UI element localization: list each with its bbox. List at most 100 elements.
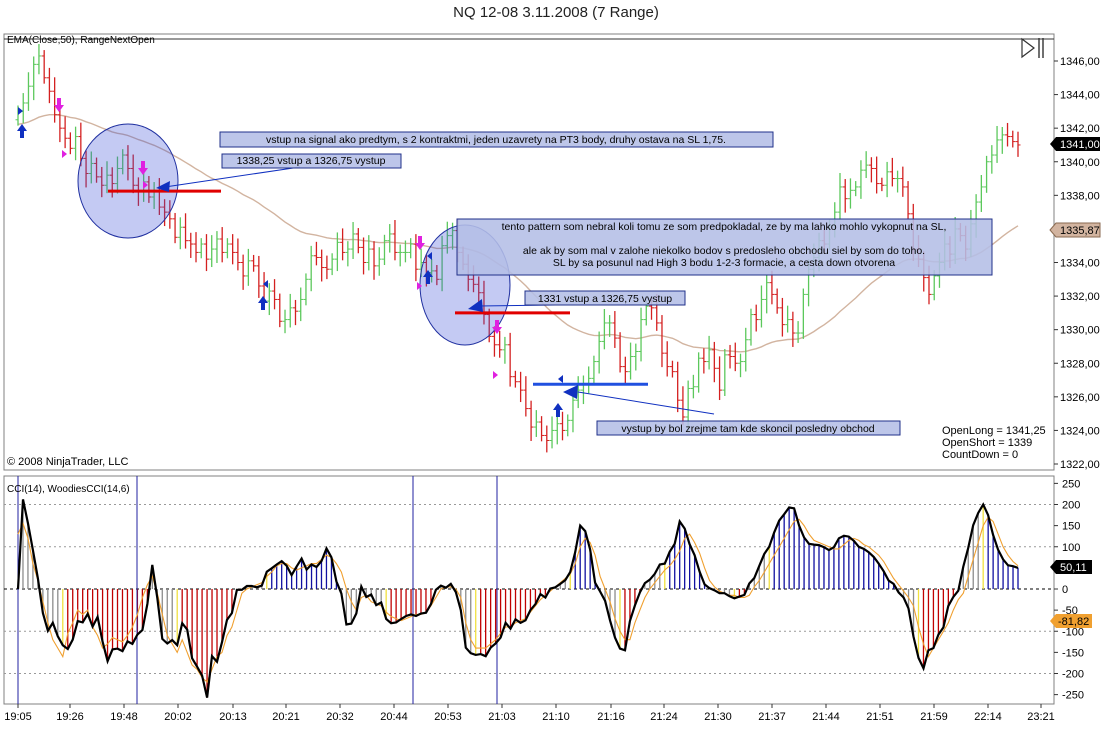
price-bar [711, 341, 717, 383]
price-bar [219, 227, 225, 263]
annotation-box: vystup by bol zrejme tam kde skoncil pos… [596, 420, 901, 436]
price-bar [188, 232, 194, 258]
price-bar [340, 228, 346, 261]
time-tick-label: 19:48 [110, 711, 138, 723]
price-bar [884, 161, 890, 198]
price-bar [324, 255, 330, 280]
entry-marker-icon [143, 181, 148, 189]
ema-line [17, 113, 1019, 353]
price-tick-label: 1324,00 [1060, 425, 1100, 437]
price-bar [978, 175, 984, 212]
cci-indicator-label: CCI(14), WoodiesCCI(14,6) [7, 484, 130, 495]
price-bar [989, 145, 995, 174]
time-tick-label: 20:21 [272, 711, 300, 723]
price-bar [497, 330, 503, 358]
price-bar [298, 287, 304, 322]
price-bar [659, 315, 665, 368]
cci-lines [16, 499, 1019, 698]
price-bar [722, 348, 728, 396]
price-bar [272, 279, 278, 310]
svg-text:1341,00: 1341,00 [1060, 139, 1100, 151]
price-bar [743, 327, 749, 372]
price-bar [785, 305, 791, 333]
price-bar [439, 235, 445, 292]
status-open-short: OpenShort = 1339 [942, 437, 1032, 449]
price-bar [879, 177, 885, 192]
short-arrow-icon [492, 320, 502, 334]
time-tick-label: 21:44 [812, 711, 840, 723]
price-bar [334, 232, 340, 272]
price-bar [361, 237, 367, 275]
price-bar [507, 332, 513, 387]
price-bar [696, 352, 702, 393]
annotations-layer: vstup na signal ako predtym, s 2 kontrak… [108, 131, 993, 436]
price-bar [790, 311, 796, 347]
annotation-box: 1338,25 vstup a 1326,75 vystup [221, 153, 402, 169]
price-bar [73, 126, 79, 161]
price-bar [240, 254, 246, 290]
panel-collapse-icon[interactable] [1021, 37, 1044, 59]
cci-tick-label: -250 [1062, 690, 1084, 702]
price-bar [800, 288, 806, 339]
price-bar [387, 224, 393, 253]
connector-line [577, 391, 715, 415]
entry-marker-icon [263, 280, 268, 288]
price-bar [130, 154, 136, 194]
price-indicator-label: EMA(Close,50), RangeNextOpen [7, 35, 155, 46]
price-bar [732, 342, 738, 372]
price-bar [277, 293, 283, 328]
time-axis: 19:05 19:26 19:48 20:02 20:13 20:21 20:32 20:44… [4, 704, 1055, 723]
cci-tick-label: 250 [1062, 478, 1080, 490]
annotation-text: 1338,25 vstup a 1326,75 vystup [237, 155, 386, 167]
price-bar [853, 181, 859, 197]
price-tick-label: 1328,00 [1060, 358, 1100, 370]
annotation-box: 1331 vstup a 1326,75 vystup [524, 290, 686, 306]
long-arrow-icon [423, 270, 433, 284]
price-bar [779, 297, 785, 337]
price-bar [183, 213, 189, 249]
price-bar [162, 199, 168, 227]
price-bar [669, 360, 675, 378]
price-bar [727, 344, 733, 369]
price-bar [266, 283, 272, 316]
price-bar [554, 415, 560, 445]
price-bar [858, 160, 864, 199]
price-bar [434, 265, 440, 286]
price-bar [502, 336, 508, 364]
price-axis: 1322,00 1324,00 1326,00 1328,00 1330,00 1332,… [1054, 56, 1100, 471]
svg-text:50,11: 50,11 [1060, 562, 1087, 574]
price-bar [104, 161, 110, 194]
time-tick-label: 21:16 [597, 711, 625, 723]
price-bar [245, 248, 251, 286]
price-bars [15, 44, 1021, 453]
cci-line [16, 499, 1019, 698]
cci-grid [4, 504, 1054, 674]
price-bar [900, 166, 906, 197]
time-tick-label: 20:53 [434, 711, 462, 723]
price-tick-label: 1326,00 [1060, 392, 1100, 404]
price-bar [230, 234, 236, 265]
cci-value-label: 50,11 [1050, 560, 1092, 574]
time-tick-label: 20:44 [380, 711, 408, 723]
price-bar [203, 234, 209, 272]
price-bar [408, 238, 414, 259]
price-tick-label: 1322,00 [1060, 459, 1100, 471]
price-bar [690, 374, 696, 399]
short-arrow-icon [415, 236, 425, 250]
time-tick-label: 19:05 [4, 711, 32, 723]
short-arrow-icon [138, 161, 148, 175]
price-bar [591, 355, 597, 385]
price-bar [905, 181, 911, 220]
price-bar [758, 285, 764, 328]
price-bar [177, 217, 183, 250]
price-bar [444, 221, 450, 254]
price-bar [612, 311, 618, 348]
cci-tick-label: 100 [1062, 542, 1080, 554]
price-bar [549, 416, 555, 449]
price-tick-label: 1330,00 [1060, 325, 1100, 337]
cci-tick-label: -100 [1062, 626, 1084, 638]
price-bar [381, 234, 387, 266]
entry-marker-icon [417, 282, 422, 290]
price-bar [120, 149, 126, 175]
